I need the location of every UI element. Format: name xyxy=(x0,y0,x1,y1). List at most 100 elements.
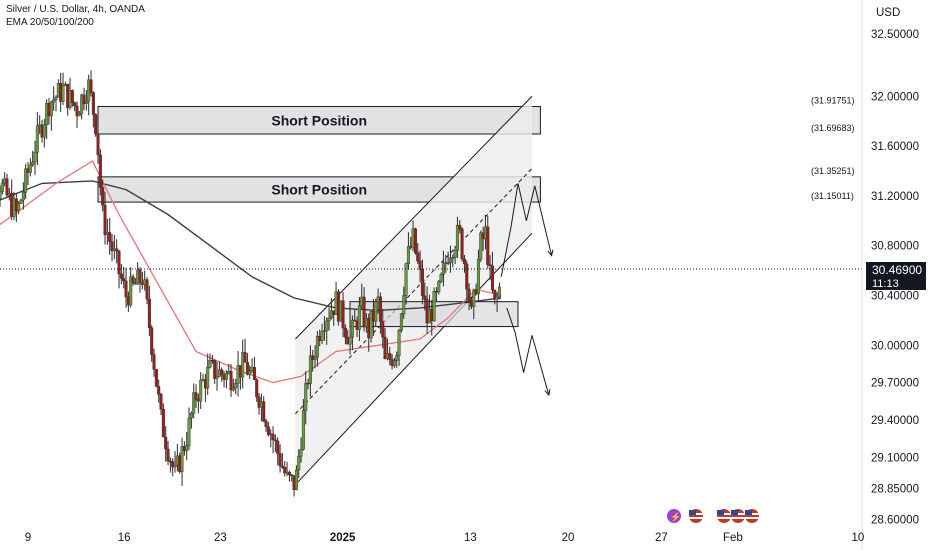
candle-body xyxy=(341,300,345,329)
candle-body xyxy=(462,258,466,265)
candle-body xyxy=(266,426,270,436)
y-tick-label: 32.00000 xyxy=(871,91,919,103)
candle-body xyxy=(115,248,119,252)
candle-body xyxy=(388,353,392,360)
candle-body xyxy=(129,276,133,306)
projection-down-arrow xyxy=(506,307,550,396)
candle-body xyxy=(94,114,98,135)
event-icons[interactable]: ⚡ xyxy=(667,509,759,523)
candle-body xyxy=(479,232,483,260)
candle-body xyxy=(437,281,441,292)
candle-body xyxy=(423,295,427,300)
candle-body xyxy=(315,336,319,358)
candle-body xyxy=(308,355,312,384)
candle-body xyxy=(21,192,25,201)
candle-body xyxy=(350,319,354,338)
y-tick-label: 30.40000 xyxy=(871,290,919,302)
candle-body xyxy=(476,258,480,295)
candle-body xyxy=(206,367,210,389)
x-tick-label: 2025 xyxy=(330,532,356,544)
candle-body xyxy=(73,102,77,107)
candle-body xyxy=(325,320,329,331)
currency-label: USD xyxy=(876,7,900,19)
candle-body xyxy=(80,94,84,114)
candle-body xyxy=(54,96,58,100)
time-axis[interactable]: 9 16 23 2025 13 20 27 Feb 10 xyxy=(25,532,864,544)
candle-body xyxy=(486,226,490,265)
candle-body xyxy=(189,413,193,419)
candle-body xyxy=(271,433,275,441)
us-flag-icon xyxy=(717,509,731,523)
candle-body xyxy=(84,101,88,104)
candle-body xyxy=(472,289,476,308)
candle-body xyxy=(82,94,86,104)
candle-body xyxy=(185,445,189,452)
chart-title: Silver / U.S. Dollar, 4h, OANDA xyxy=(6,4,145,15)
us-flag-icon xyxy=(731,509,745,523)
candle-body xyxy=(434,291,438,293)
candle-body xyxy=(374,301,378,322)
candle-body xyxy=(287,471,291,476)
candle-body xyxy=(70,90,74,103)
candle-body xyxy=(273,439,277,442)
candle-body xyxy=(451,257,455,259)
x-tick-label: 16 xyxy=(118,532,131,544)
candle-body xyxy=(96,133,100,156)
candle-body xyxy=(161,408,165,438)
candle-body xyxy=(495,296,499,300)
short-zone-1 xyxy=(97,106,541,135)
candle-body xyxy=(33,152,37,163)
price-axis[interactable]: 32.50000 32.00000 31.60000 31.20000 30.80000… xyxy=(861,0,919,550)
y-tick-label: 30.80000 xyxy=(871,241,919,253)
candle-body xyxy=(154,369,158,387)
zone-top-price: (31.35251) xyxy=(811,166,855,176)
candle-body xyxy=(122,278,126,282)
candle-body xyxy=(166,448,170,462)
candle-body xyxy=(460,228,464,260)
ema-slow-line xyxy=(0,180,502,312)
zone-top-price: (31.91751) xyxy=(811,96,855,106)
x-tick-label: 20 xyxy=(562,532,575,544)
x-tick-label: 23 xyxy=(214,532,227,544)
candles-layer[interactable] xyxy=(0,70,501,497)
projection-layer xyxy=(500,183,554,397)
candle-body xyxy=(446,262,450,264)
candle-body xyxy=(28,164,32,173)
candle-body xyxy=(150,327,154,355)
candle-body xyxy=(413,228,417,254)
candle-body xyxy=(208,359,212,368)
candle-body xyxy=(455,224,459,251)
candle-body xyxy=(215,376,219,379)
candle-body xyxy=(180,446,184,472)
candle-body xyxy=(327,317,331,322)
candle-body xyxy=(465,263,469,290)
candle-body xyxy=(383,336,387,359)
candle-body xyxy=(61,85,65,102)
candle-body xyxy=(31,161,35,166)
candle-body xyxy=(320,331,324,341)
candle-body xyxy=(304,382,308,411)
candle-body xyxy=(294,469,298,491)
candle-body xyxy=(98,154,102,188)
candle-body xyxy=(245,361,249,375)
candle-body xyxy=(439,274,443,282)
candle-body xyxy=(35,125,39,153)
candle-body xyxy=(229,371,233,391)
candle-body xyxy=(241,352,245,378)
candle-body xyxy=(52,99,56,103)
candle-body xyxy=(397,330,401,356)
candle-body xyxy=(381,321,385,338)
x-tick-label: 9 xyxy=(25,532,31,544)
last-price-value: 30.46900 xyxy=(872,263,922,277)
candle-body xyxy=(91,92,95,115)
projection-down-arrow-arrowhead xyxy=(544,389,551,397)
candle-body xyxy=(42,124,46,138)
candle-body xyxy=(418,260,422,270)
candle-body xyxy=(131,276,135,283)
candle-body xyxy=(77,113,81,117)
y-tick-label: 28.60000 xyxy=(871,515,919,527)
candle-body xyxy=(145,279,149,300)
earnings-icon xyxy=(667,509,681,523)
y-tick-label: 29.10000 xyxy=(871,452,919,464)
